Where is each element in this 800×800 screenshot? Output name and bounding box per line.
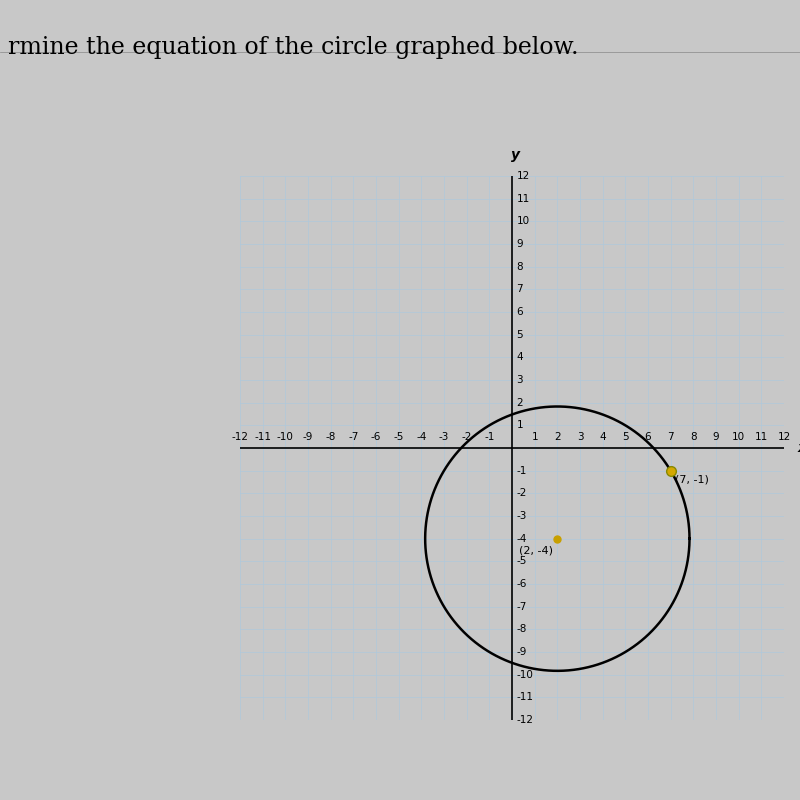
Text: -2: -2 <box>517 488 527 498</box>
Text: -11: -11 <box>254 432 271 442</box>
Text: x: x <box>798 441 800 455</box>
Text: 5: 5 <box>622 432 629 442</box>
Text: -1: -1 <box>517 466 527 476</box>
Text: -3: -3 <box>439 432 449 442</box>
Text: -4: -4 <box>416 432 426 442</box>
Text: -8: -8 <box>517 624 527 634</box>
Text: rmine the equation of the circle graphed below.: rmine the equation of the circle graphed… <box>8 36 578 59</box>
Text: 11: 11 <box>754 432 768 442</box>
Text: -8: -8 <box>326 432 336 442</box>
Text: 7: 7 <box>517 284 523 294</box>
Text: -5: -5 <box>394 432 404 442</box>
Text: 3: 3 <box>577 432 583 442</box>
Text: y: y <box>511 149 520 162</box>
Text: -12: -12 <box>517 715 534 725</box>
Text: (7, -1): (7, -1) <box>675 474 709 484</box>
Text: 12: 12 <box>778 432 790 442</box>
Text: -10: -10 <box>277 432 294 442</box>
Text: (2, -4): (2, -4) <box>518 546 553 555</box>
Text: -10: -10 <box>517 670 534 680</box>
Text: 1: 1 <box>531 432 538 442</box>
Text: 2: 2 <box>554 432 561 442</box>
Text: 2: 2 <box>517 398 523 408</box>
Text: 5: 5 <box>517 330 523 340</box>
Text: 12: 12 <box>517 171 530 181</box>
Text: 6: 6 <box>517 307 523 317</box>
Text: 4: 4 <box>517 352 523 362</box>
Text: -7: -7 <box>517 602 527 612</box>
Text: -9: -9 <box>303 432 313 442</box>
Text: 3: 3 <box>517 375 523 385</box>
Text: -11: -11 <box>517 692 534 702</box>
Text: 10: 10 <box>517 216 530 226</box>
Text: -12: -12 <box>231 432 249 442</box>
Text: 1: 1 <box>517 420 523 430</box>
Text: -7: -7 <box>348 432 358 442</box>
Text: -9: -9 <box>517 647 527 657</box>
Text: 4: 4 <box>599 432 606 442</box>
Text: -2: -2 <box>462 432 472 442</box>
Text: 6: 6 <box>645 432 651 442</box>
Text: -3: -3 <box>517 511 527 521</box>
Text: -6: -6 <box>371 432 381 442</box>
Text: 9: 9 <box>713 432 719 442</box>
Text: 11: 11 <box>517 194 530 204</box>
Text: -4: -4 <box>517 534 527 544</box>
Text: -5: -5 <box>517 556 527 566</box>
Text: 8: 8 <box>517 262 523 272</box>
Text: 8: 8 <box>690 432 697 442</box>
Text: 9: 9 <box>517 239 523 249</box>
Text: 10: 10 <box>732 432 746 442</box>
Text: -6: -6 <box>517 579 527 589</box>
Text: -1: -1 <box>484 432 494 442</box>
Text: 7: 7 <box>667 432 674 442</box>
